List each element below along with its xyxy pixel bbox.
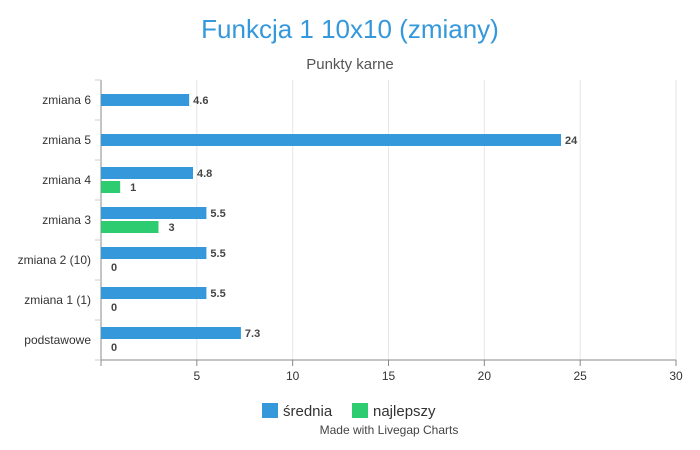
data-label: 5.5: [210, 288, 225, 300]
category-label: zmiana 6: [42, 93, 91, 107]
x-tick-label: 10: [286, 369, 300, 383]
x-tick-label: 15: [382, 369, 396, 383]
legend-label-średnia: średnia: [283, 403, 333, 420]
data-label: 24: [565, 135, 578, 147]
data-label: 4.8: [197, 168, 212, 180]
x-tick-label: 25: [573, 369, 587, 383]
bar-średnia: [101, 134, 561, 146]
category-label: zmiana 5: [42, 133, 91, 147]
chart-subtitle: Punkty karne: [306, 56, 394, 73]
bars: [101, 94, 561, 339]
legend-label-najlepszy: najlepszy: [373, 403, 436, 420]
data-label: 5.5: [210, 248, 225, 260]
data-label: 4.6: [193, 95, 208, 107]
legend[interactable]: średnia najlepszy: [262, 403, 436, 420]
x-tick-label: 5: [193, 369, 200, 383]
bar-średnia: [101, 287, 207, 299]
data-label: 0: [111, 302, 117, 314]
credit-text: Made with Livegap Charts: [320, 423, 459, 437]
category-label: zmiana 4: [42, 173, 91, 187]
data-label: 5.5: [210, 208, 225, 220]
x-tick-label: 20: [478, 369, 492, 383]
data-label: 7.3: [245, 328, 260, 340]
legend-swatch-średnia: [262, 403, 278, 418]
grid: [95, 79, 677, 366]
bar-średnia: [101, 327, 241, 339]
data-label: 0: [111, 342, 117, 354]
bar-najlepszy: [101, 181, 121, 193]
data-label: 1: [130, 182, 136, 194]
x-tick-label: 30: [669, 369, 683, 383]
legend-swatch-najlepszy: [352, 403, 368, 418]
bar-średnia: [101, 167, 193, 179]
data-label: 0: [111, 262, 117, 274]
category-label: zmiana 3: [42, 213, 91, 227]
category-label: zmiana 2 (10): [18, 253, 91, 267]
category-label: podstawowe: [24, 333, 91, 347]
chart-title: Funkcja 1 10x10 (zmiany): [201, 14, 499, 44]
bar-średnia: [101, 247, 207, 259]
data-label: 3: [169, 222, 175, 234]
bar-średnia: [101, 207, 207, 219]
category-label: zmiana 1 (1): [24, 293, 91, 307]
bar-najlepszy: [101, 221, 159, 233]
bar-średnia: [101, 94, 190, 106]
